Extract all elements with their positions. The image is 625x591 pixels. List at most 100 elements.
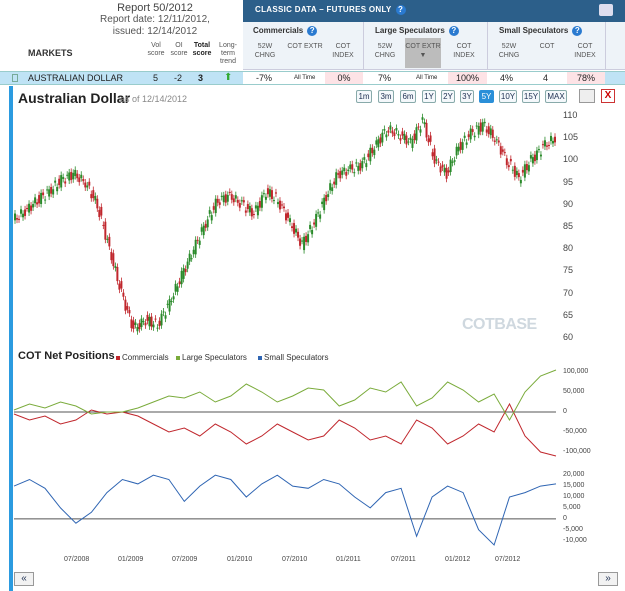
candle-body bbox=[82, 178, 85, 182]
candle-body bbox=[291, 226, 294, 228]
comm-extr-header[interactable]: COT EXTR bbox=[287, 43, 323, 50]
candle-body bbox=[481, 122, 484, 132]
range-1y-button[interactable]: 1Y bbox=[422, 90, 436, 103]
help-icon[interactable]: ? bbox=[307, 26, 318, 36]
range-2y-button[interactable]: 2Y bbox=[441, 90, 455, 103]
x-tick-label: 01/2010 bbox=[227, 556, 253, 563]
candle-body bbox=[395, 128, 398, 131]
market-name[interactable]: AUSTRALIAN DOLLAR bbox=[28, 73, 124, 83]
candle-body bbox=[543, 140, 546, 147]
candle-body bbox=[441, 164, 444, 168]
range-6m-button[interactable]: 6m bbox=[400, 90, 416, 103]
candle-body bbox=[389, 125, 392, 130]
scroll-left-button[interactable]: « bbox=[14, 572, 34, 586]
candle-body bbox=[106, 238, 109, 240]
comm-index-header[interactable]: COT INDEX bbox=[332, 43, 354, 59]
help-icon[interactable]: ? bbox=[395, 5, 406, 15]
candle-body bbox=[246, 204, 249, 210]
cot-groups-header: Commercials? Large Speculators? Small Sp… bbox=[243, 22, 625, 70]
help-icon[interactable]: ? bbox=[572, 26, 583, 36]
range-3m-button[interactable]: 3m bbox=[378, 90, 394, 103]
net-tick-label: 100,000 bbox=[563, 368, 589, 375]
table-row[interactable]: AUSTRALIAN DOLLAR 5 -2 3 ⬆ -7% All Time … bbox=[0, 71, 625, 85]
candle-body bbox=[289, 218, 292, 223]
candle-body bbox=[393, 132, 396, 137]
candle-body bbox=[264, 196, 267, 200]
candle-body bbox=[375, 140, 378, 145]
scroll-right-button[interactable]: » bbox=[598, 572, 618, 586]
range-max-button[interactable]: MAX bbox=[545, 90, 567, 103]
range-5y-button[interactable]: 5Y bbox=[479, 90, 494, 103]
price-tick-label: 75 bbox=[563, 265, 574, 276]
candle-body bbox=[202, 225, 205, 236]
range-10y-button[interactable]: 10Y bbox=[499, 90, 517, 103]
candle-body bbox=[234, 195, 237, 199]
candle-body bbox=[198, 240, 201, 245]
candle-body bbox=[347, 169, 350, 172]
group-divider bbox=[363, 22, 364, 70]
candle-body bbox=[511, 169, 514, 171]
candle-body bbox=[282, 206, 285, 209]
candle-body bbox=[523, 164, 526, 178]
group-small-label: Small Speculators bbox=[499, 26, 569, 36]
small-tick-label: 10,000 bbox=[563, 493, 585, 500]
candle-body bbox=[36, 202, 39, 205]
small-index-header[interactable]: COT INDEX bbox=[574, 43, 596, 59]
candle-body bbox=[369, 147, 372, 162]
candle-body bbox=[254, 205, 257, 209]
x-tick-label: 07/2008 bbox=[64, 556, 90, 563]
candle-body bbox=[469, 128, 472, 140]
candle-body bbox=[471, 129, 474, 132]
candle-body bbox=[465, 142, 468, 145]
candle-body bbox=[160, 313, 163, 326]
help-icon[interactable]: ? bbox=[448, 26, 459, 36]
comm-52w-header[interactable]: 52W CHNG bbox=[254, 43, 276, 59]
candle-body bbox=[333, 181, 336, 185]
candle-body bbox=[276, 202, 279, 205]
candle-body bbox=[34, 197, 37, 204]
candle-body bbox=[140, 318, 143, 328]
row-checkbox[interactable] bbox=[12, 74, 18, 82]
candle-body bbox=[150, 316, 153, 327]
candle-body bbox=[142, 321, 145, 323]
range-1m-button[interactable]: 1m bbox=[356, 90, 372, 103]
candle-body bbox=[22, 213, 25, 218]
candle-body bbox=[130, 319, 133, 329]
candle-body bbox=[170, 301, 173, 303]
candle-body bbox=[517, 173, 520, 178]
candle-body bbox=[260, 195, 263, 208]
candle-body bbox=[28, 203, 31, 213]
large-index-header[interactable]: COT INDEX bbox=[453, 43, 475, 59]
candle-body bbox=[317, 212, 320, 214]
small-cot-header[interactable]: COT bbox=[539, 43, 555, 50]
group-divider bbox=[487, 22, 488, 70]
x-tick-label: 01/2011 bbox=[336, 556, 361, 563]
candle-body bbox=[172, 296, 175, 300]
candle-body bbox=[435, 159, 438, 161]
range-15y-button[interactable]: 15Y bbox=[522, 90, 540, 103]
candle-body bbox=[252, 214, 255, 216]
small-tick-label: -10,000 bbox=[563, 536, 587, 544]
price-tick-label: 60 bbox=[563, 332, 574, 342]
candle-body bbox=[114, 266, 117, 268]
candle-body bbox=[262, 193, 265, 195]
candle-body bbox=[343, 167, 346, 172]
print-chart-icon[interactable] bbox=[579, 89, 595, 103]
total-score-header: Total score bbox=[192, 42, 212, 57]
print-icon[interactable] bbox=[599, 4, 613, 16]
candle-body bbox=[102, 224, 105, 226]
candle-body bbox=[455, 146, 458, 156]
large-52w-header[interactable]: 52W CHNG bbox=[374, 43, 396, 59]
range-3y-button[interactable]: 3Y bbox=[460, 90, 474, 103]
candle-body bbox=[553, 136, 556, 143]
large-extr-header-sorted[interactable]: COT EXTR ▼ bbox=[405, 38, 441, 68]
cot-net-title: COT Net Positions bbox=[18, 350, 115, 362]
small-52w-header[interactable]: 52W CHNG bbox=[498, 43, 520, 59]
candle-body bbox=[299, 238, 302, 246]
classic-title: CLASSIC DATA – FUTURES ONLY bbox=[255, 5, 392, 15]
candle-body bbox=[485, 129, 488, 133]
candle-body bbox=[278, 200, 281, 210]
candle-body bbox=[409, 137, 412, 140]
candle-body bbox=[232, 198, 235, 203]
close-chart-button[interactable]: X bbox=[601, 89, 615, 103]
